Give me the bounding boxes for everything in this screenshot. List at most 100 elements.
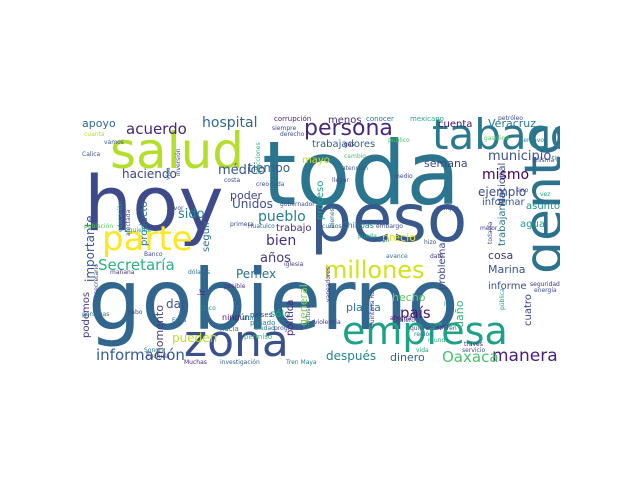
cloud-word: incluso <box>305 304 312 326</box>
cloud-word: programa <box>274 325 304 332</box>
cloud-word: mañana <box>110 269 135 276</box>
cloud-word: mejor <box>480 225 498 232</box>
cloud-word: tabaco <box>432 112 560 159</box>
cloud-word: mundo <box>428 337 449 344</box>
cloud-word: cuatro <box>523 294 534 326</box>
cloud-word: parte <box>102 219 193 259</box>
cloud-word: agua <box>520 219 545 230</box>
cloud-word: mayor <box>430 323 450 330</box>
cloud-word: dar <box>166 297 186 311</box>
cloud-word: menos <box>328 115 362 126</box>
cloud-word: países <box>250 311 273 319</box>
cloud-word: Chiapas <box>342 221 374 230</box>
cloud-word: ningún <box>222 313 250 322</box>
cloud-word: Huatulco <box>248 223 275 230</box>
cloud-word: después <box>326 349 377 363</box>
cloud-word: dato <box>430 253 444 260</box>
cloud-word: región <box>414 331 433 338</box>
cloud-word: gobernador <box>280 201 315 208</box>
cloud-word: todavía <box>487 221 494 244</box>
cloud-word: poder <box>230 189 262 202</box>
cloud-word: Unidos <box>232 197 273 211</box>
cloud-word: embargo <box>376 223 403 230</box>
cloud-word: personas <box>82 311 110 318</box>
cloud-word: informar <box>482 197 525 208</box>
cloud-word: gobierno <box>88 251 459 349</box>
cloud-word: gasolina <box>484 135 510 142</box>
cloud-word: hoy <box>84 159 224 248</box>
cloud-word: conocer <box>366 115 394 123</box>
cloud-word: persona <box>304 116 393 141</box>
cloud-word: bien <box>266 233 297 249</box>
cloud-word: tipo <box>552 155 560 162</box>
cloud-word: corrupción <box>274 115 312 123</box>
cloud-word: toda <box>262 122 461 225</box>
cloud-word: dinero <box>390 351 425 364</box>
cloud-word: bienestar <box>329 199 336 228</box>
cloud-word: derecho <box>280 131 305 138</box>
cloud-word: mismo <box>482 167 530 183</box>
cloud-word: creo <box>256 181 269 188</box>
cloud-word: precio <box>382 231 416 244</box>
cloud-word: posible <box>224 283 246 290</box>
cloud-word: dólares <box>188 269 210 276</box>
cloud-word: Nacional <box>497 162 508 206</box>
cloud-word: pueblo <box>258 209 306 225</box>
cloud-word: inversión <box>175 148 182 176</box>
cloud-word: petróleo <box>498 115 523 122</box>
cloud-word: Banco <box>144 251 163 258</box>
cloud-word: Tren Maya <box>286 359 317 366</box>
cloud-word: cada <box>270 181 285 188</box>
cloud-word: cabo <box>128 309 143 316</box>
cloud-word: ahorita <box>390 315 412 322</box>
cloud-word: cambio <box>344 153 366 160</box>
cloud-word: trabajo <box>276 223 312 234</box>
cloud-word: ejemplo <box>478 185 527 199</box>
cloud-word: vez <box>540 191 551 198</box>
cloud-word: secretario <box>93 264 100 294</box>
cloud-word: municipio <box>488 149 552 164</box>
cloud-word: sino <box>516 187 529 194</box>
cloud-word: vapeadores <box>325 266 332 302</box>
cloud-word: medio <box>394 173 413 180</box>
cloud-word: cuanta <box>84 131 105 138</box>
cloud-word: Secretaría <box>98 256 175 274</box>
cloud-word: sólo <box>270 309 291 320</box>
cloud-word: quieren <box>410 325 433 332</box>
cloud-word: llegar <box>332 177 349 184</box>
cloud-word: información <box>96 346 185 364</box>
cloud-word: mayo <box>302 155 330 166</box>
cloud-word: tiempo <box>248 161 291 175</box>
cloud-word: semana <box>424 157 468 170</box>
cloud-word: pueden <box>172 331 218 345</box>
cloud-word: millones <box>324 256 425 284</box>
cloud-word: servicio <box>462 347 486 354</box>
cloud-word: empresa <box>342 309 508 353</box>
cloud-word: Pemex <box>236 267 277 281</box>
cloud-word: producto <box>139 201 150 246</box>
cloud-word: siguiente <box>124 227 152 234</box>
cloud-word: permiso <box>244 333 273 341</box>
cloud-word: cuenta <box>438 119 473 130</box>
cloud-word: hospital <box>202 115 258 131</box>
cloud-word: Puchula <box>146 353 170 360</box>
cloud-word: pública <box>499 288 506 310</box>
cloud-word: manera <box>492 346 558 366</box>
cloud-word: Oaxaca <box>442 348 499 366</box>
cloud-word: asunto <box>526 201 560 212</box>
cloud-word: centavos <box>520 137 548 144</box>
cloud-word: San <box>378 237 390 244</box>
cloud-word: hizo <box>424 239 437 246</box>
cloud-word: peso <box>310 180 468 257</box>
cloud-word: Ciudad <box>254 325 275 332</box>
cloud-word: atención <box>342 165 368 172</box>
cloud-word: acuerdo <box>126 120 187 138</box>
cloud-word: costa <box>224 177 241 184</box>
cloud-word: apoyo <box>82 117 116 130</box>
cloud-word: daño <box>453 300 466 328</box>
cloud-word: favor <box>168 205 184 212</box>
cloud-word: cinco <box>200 305 216 312</box>
cloud-word: recursos <box>316 223 342 230</box>
cloud-word: iglesia <box>284 261 304 268</box>
cloud-word: seguridad <box>530 281 560 288</box>
